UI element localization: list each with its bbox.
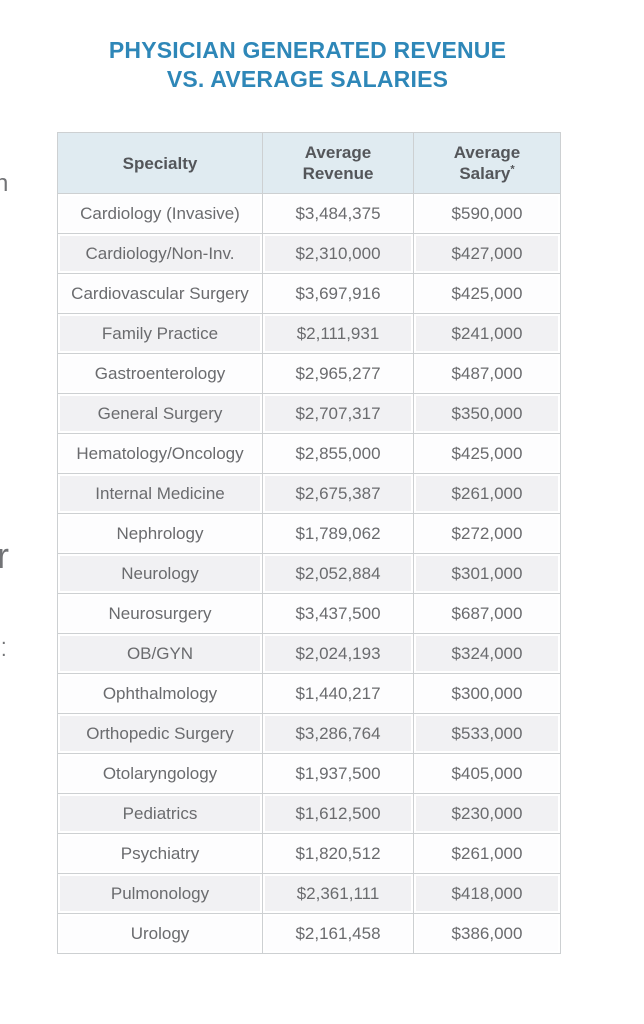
table-row: Hematology/Oncology $2,855,000 $425,000: [57, 433, 561, 474]
revenue-cell: $2,361,111: [262, 873, 414, 914]
revenue-cell: $2,310,000: [262, 233, 414, 274]
table-row: Pediatrics $1,612,500 $230,000: [57, 793, 561, 834]
page-title: PHYSICIAN GENERATED REVENUE VS. AVERAGE …: [57, 36, 558, 94]
table-row: Urology $2,161,458 $386,000: [57, 913, 561, 954]
column-header-revenue-line2: Revenue: [302, 164, 374, 183]
salary-cell: $324,000: [413, 633, 561, 674]
column-header-salary-line2: Salary*: [415, 163, 560, 184]
table-row: Gastroenterology $2,965,277 $487,000: [57, 353, 561, 394]
specialty-cell: Internal Medicine: [57, 473, 263, 514]
revenue-cell: $2,707,317: [262, 393, 414, 434]
salary-cell: $487,000: [413, 353, 561, 394]
salary-cell: $590,000: [413, 193, 561, 234]
table-row: Nephrology $1,789,062 $272,000: [57, 513, 561, 554]
revenue-cell: $1,820,512: [262, 833, 414, 874]
specialty-cell: Urology: [57, 913, 263, 954]
revenue-cell: $3,697,916: [262, 273, 414, 314]
revenue-cell: $1,612,500: [262, 793, 414, 834]
column-header-salary-word: Salary: [459, 164, 511, 183]
salary-cell: $261,000: [413, 833, 561, 874]
salary-cell: $301,000: [413, 553, 561, 594]
specialty-cell: Cardiovascular Surgery: [57, 273, 263, 314]
column-header-specialty-label: Specialty: [122, 153, 198, 173]
page-title-line1: PHYSICIAN GENERATED REVENUE: [108, 37, 507, 63]
page-title-line2: VS. AVERAGE SALARIES: [166, 66, 449, 92]
revenue-cell: $2,855,000: [262, 433, 414, 474]
salary-cell: $418,000: [413, 873, 561, 914]
salary-cell: $261,000: [413, 473, 561, 514]
column-header-salary-line1: Average: [453, 143, 521, 162]
salary-cell: $272,000: [413, 513, 561, 554]
table-row: OB/GYN $2,024,193 $324,000: [57, 633, 561, 674]
salary-cell: $427,000: [413, 233, 561, 274]
table-header-row: Specialty Average Revenue Average Salary…: [57, 132, 561, 194]
table-row: Ophthalmology $1,440,217 $300,000: [57, 673, 561, 714]
salary-cell: $241,000: [413, 313, 561, 354]
specialty-cell: Psychiatry: [57, 833, 263, 874]
table-row: Orthopedic Surgery $3,286,764 $533,000: [57, 713, 561, 754]
footnote-asterisk: *: [510, 163, 515, 176]
specialty-cell: General Surgery: [57, 393, 263, 434]
table-row: Cardiology/Non-Inv. $2,310,000 $427,000: [57, 233, 561, 274]
revenue-cell: $2,675,387: [262, 473, 414, 514]
clipped-text-fragment: .: [1, 639, 7, 661]
revenue-cell: $1,937,500: [262, 753, 414, 794]
revenue-cell: $2,052,884: [262, 553, 414, 594]
specialty-cell: Orthopedic Surgery: [57, 713, 263, 754]
table-row: Neurology $2,052,884 $301,000: [57, 553, 561, 594]
salary-cell: $687,000: [413, 593, 561, 634]
specialty-cell: OB/GYN: [57, 633, 263, 674]
column-header-revenue-line1: Average: [304, 143, 372, 162]
specialty-cell: Family Practice: [57, 313, 263, 354]
revenue-cell: $3,286,764: [262, 713, 414, 754]
revenue-cell: $2,965,277: [262, 353, 414, 394]
table-row: Family Practice $2,111,931 $241,000: [57, 313, 561, 354]
table-row: Pulmonology $2,361,111 $418,000: [57, 873, 561, 914]
table-row: General Surgery $2,707,317 $350,000: [57, 393, 561, 434]
revenue-cell: $3,437,500: [262, 593, 414, 634]
table-row: Cardiovascular Surgery $3,697,916 $425,0…: [57, 273, 561, 314]
revenue-cell: $1,789,062: [262, 513, 414, 554]
salary-cell: $300,000: [413, 673, 561, 714]
specialty-cell: Neurology: [57, 553, 263, 594]
clipped-text-fragment: .: [1, 627, 7, 649]
specialty-cell: Cardiology/Non-Inv.: [57, 233, 263, 274]
specialty-cell: Pediatrics: [57, 793, 263, 834]
table-row: Internal Medicine $2,675,387 $261,000: [57, 473, 561, 514]
salary-cell: $230,000: [413, 793, 561, 834]
table-row: Neurosurgery $3,437,500 $687,000: [57, 593, 561, 634]
revenue-cell: $2,111,931: [262, 313, 414, 354]
salary-cell: $405,000: [413, 753, 561, 794]
column-header-average-revenue: Average Revenue: [262, 132, 414, 194]
specialty-cell: Ophthalmology: [57, 673, 263, 714]
table-body: Cardiology (Invasive) $3,484,375 $590,00…: [57, 193, 561, 954]
salary-cell: $425,000: [413, 433, 561, 474]
clipped-text-fragment: h: [0, 170, 9, 197]
specialty-cell: Gastroenterology: [57, 353, 263, 394]
specialty-cell: Hematology/Oncology: [57, 433, 263, 474]
column-header-average-salary: Average Salary*: [413, 132, 561, 194]
revenue-cell: $2,024,193: [262, 633, 414, 674]
table-row: Psychiatry $1,820,512 $261,000: [57, 833, 561, 874]
revenue-cell: $2,161,458: [262, 913, 414, 954]
clipped-text-fragment: r: [0, 535, 9, 576]
revenue-salary-table: Specialty Average Revenue Average Salary…: [57, 132, 561, 954]
specialty-cell: Otolaryngology: [57, 753, 263, 794]
specialty-cell: Pulmonology: [57, 873, 263, 914]
specialty-cell: Nephrology: [57, 513, 263, 554]
table-row: Cardiology (Invasive) $3,484,375 $590,00…: [57, 193, 561, 234]
salary-cell: $533,000: [413, 713, 561, 754]
revenue-cell: $3,484,375: [262, 193, 414, 234]
specialty-cell: Neurosurgery: [57, 593, 263, 634]
revenue-cell: $1,440,217: [262, 673, 414, 714]
salary-cell: $425,000: [413, 273, 561, 314]
salary-cell: $350,000: [413, 393, 561, 434]
column-header-specialty: Specialty: [57, 132, 263, 194]
salary-cell: $386,000: [413, 913, 561, 954]
specialty-cell: Cardiology (Invasive): [57, 193, 263, 234]
table-row: Otolaryngology $1,937,500 $405,000: [57, 753, 561, 794]
